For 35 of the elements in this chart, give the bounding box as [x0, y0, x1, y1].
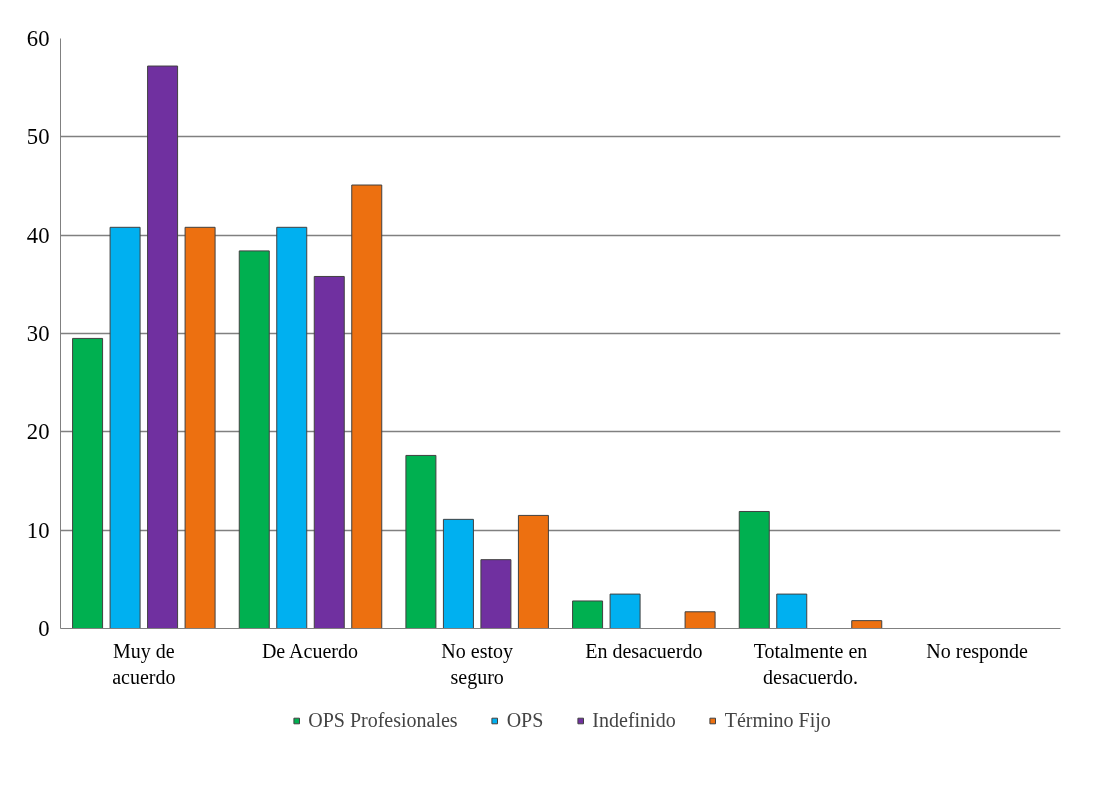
x-tick-label: No estoy seguro [441, 639, 514, 689]
bar [572, 600, 604, 629]
bar [442, 518, 474, 629]
bar [147, 65, 179, 629]
bar [276, 226, 308, 629]
y-tick-label: 40 [26, 222, 50, 248]
legend-label: Indefinido [592, 708, 676, 732]
y-tick-label: 10 [26, 517, 50, 543]
bar [72, 337, 104, 629]
bar [238, 250, 270, 629]
bar [184, 226, 216, 629]
y-tick-label: 30 [26, 321, 50, 346]
bar [109, 226, 141, 629]
x-tick-label: Muy de acuerdo [112, 639, 176, 688]
bar [313, 275, 345, 629]
y-tick-label: 20 [26, 419, 50, 445]
bar [851, 620, 883, 629]
y-tick-label: 50 [26, 124, 50, 150]
legend-label: Término Fijo [724, 708, 831, 732]
x-tick-label: En desacuerdo [585, 639, 703, 662]
y-tick-label: 60 [26, 26, 50, 51]
bar [517, 514, 549, 629]
bar [776, 593, 808, 629]
bar [480, 559, 512, 629]
x-tick-label: No responde [926, 639, 1029, 663]
bar [405, 454, 437, 629]
x-tick-label: Totalmente en desacuerdo. [753, 639, 868, 688]
bar [609, 593, 641, 629]
y-tick-label: 0 [38, 616, 50, 641]
bar [684, 611, 716, 629]
bar [351, 184, 383, 629]
legend-label: OPS Profesionales [308, 708, 458, 732]
legend-label: OPS [506, 708, 544, 732]
bar [738, 510, 770, 629]
x-tick-label: De Acuerdo [261, 639, 358, 662]
